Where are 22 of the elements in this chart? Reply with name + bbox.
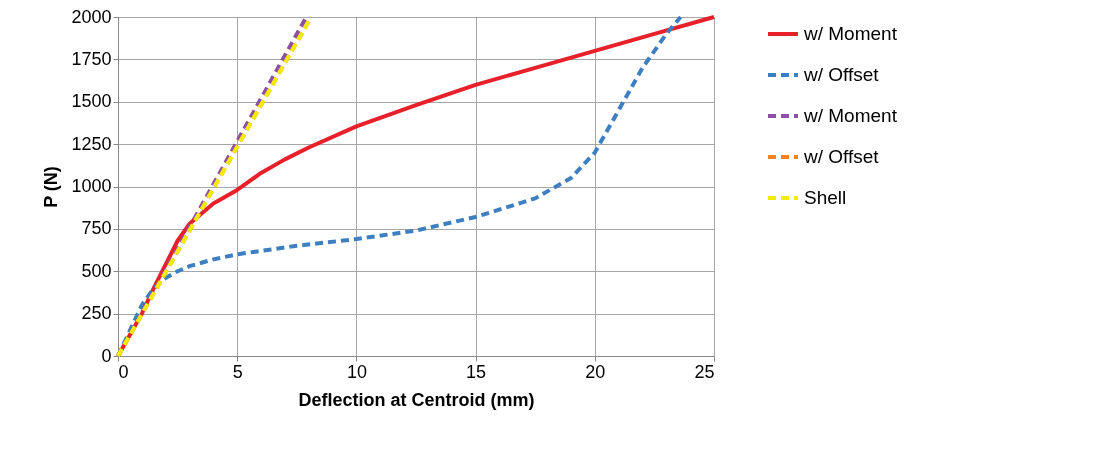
x-tick-label: 5 bbox=[232, 361, 243, 382]
legend-label: w/ Moment bbox=[803, 105, 898, 126]
x-tick-label: 10 bbox=[346, 361, 367, 382]
x-tick-label: 25 bbox=[694, 361, 715, 382]
y-tick-label: 1250 bbox=[71, 133, 112, 154]
x-tick-label: 0 bbox=[118, 361, 129, 382]
x-tick-label: 20 bbox=[585, 361, 606, 382]
legend-label: w/ Moment bbox=[803, 23, 898, 44]
y-tick-label: 500 bbox=[81, 260, 112, 281]
y-tick-label: 0 bbox=[101, 345, 112, 366]
y-tick-label: 750 bbox=[81, 218, 112, 239]
y-tick-label: 1000 bbox=[71, 176, 112, 196]
y-tick-label: 1500 bbox=[71, 91, 112, 112]
y-tick-label: 1750 bbox=[71, 48, 112, 69]
y-tick-label: 250 bbox=[81, 303, 112, 324]
y-axis-title: P (N) bbox=[41, 166, 62, 208]
legend-label: w/ Offset bbox=[803, 146, 880, 167]
y-tick-label: 2000 bbox=[71, 6, 112, 27]
x-tick-label: 15 bbox=[466, 361, 487, 382]
x-axis-title: Deflection at Centroid (mm) bbox=[298, 389, 535, 410]
legend-label: w/ Offset bbox=[803, 64, 880, 85]
legend-label: Shell bbox=[804, 187, 847, 208]
